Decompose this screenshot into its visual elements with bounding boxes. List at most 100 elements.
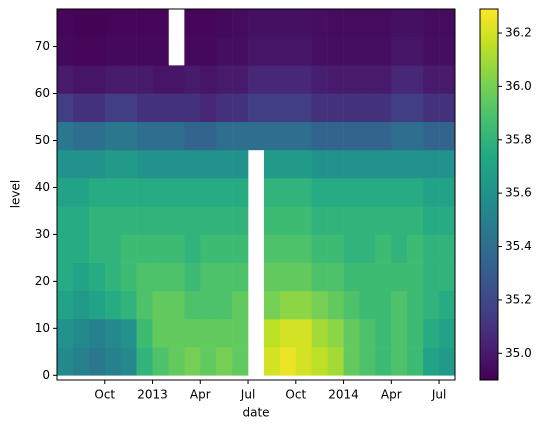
colorbar-tick-label: 35.4 [505,239,532,253]
cell [200,347,217,376]
cell [279,37,297,66]
cell [279,121,297,151]
colorbar-tick-label: 35.8 [505,132,532,146]
cell [104,37,121,66]
cell [232,290,249,320]
cell [136,9,153,38]
cell [263,206,281,235]
cell [216,318,233,348]
cell [72,262,90,292]
cell [72,206,90,235]
cell [200,37,217,66]
cell [216,93,233,123]
cell [423,149,440,179]
cell [407,93,424,123]
cell [200,234,217,263]
cell [72,121,90,151]
cell [57,262,74,292]
cell [152,206,169,235]
cell [200,149,217,179]
cell [184,178,201,207]
cell [391,9,408,38]
cell [263,121,281,151]
x-tick-label: Jul [431,388,446,402]
cell [88,206,106,235]
cell [279,9,297,38]
cell [168,290,185,320]
cell [184,9,201,38]
colorbar-tick-label: 35.0 [505,346,532,360]
x-tick-label: Oct [94,388,115,402]
cell [200,9,217,38]
cell [104,318,121,348]
cell [216,262,233,292]
cell [423,65,440,94]
cell [168,234,185,263]
cell [216,37,233,66]
cell [72,347,90,376]
cell [136,65,153,94]
cell [57,347,74,376]
cell [136,178,153,207]
cell [311,347,328,376]
cell [88,318,106,348]
cell [168,206,185,235]
y-tick-label: 30 [35,227,50,241]
cell [168,65,185,94]
cell [57,37,74,66]
cell [72,234,90,263]
cell [120,347,137,376]
cell [120,206,137,235]
cell [104,206,121,235]
cell [200,93,217,123]
cell [263,234,281,263]
cell [263,37,281,66]
cell [295,234,313,263]
cell [184,347,201,376]
cell [279,234,297,263]
cell [88,93,106,123]
cell [104,9,121,38]
cell [295,318,313,348]
cell [311,206,328,235]
cell [343,149,360,179]
cell [200,290,217,320]
cell [184,93,201,123]
cell [184,149,201,179]
cell [279,290,297,320]
y-tick-label: 70 [35,39,50,53]
cell [439,290,455,320]
cell [407,206,424,235]
cell [375,37,392,66]
cell [311,290,328,320]
cell [327,206,344,235]
cell [359,178,376,207]
cell [359,234,376,263]
cell [359,121,376,151]
cell [311,93,328,123]
cell [184,206,201,235]
cell [375,149,392,179]
cell [327,178,344,207]
cell [343,262,360,292]
cell [152,290,169,320]
cell [327,290,344,320]
cell [423,234,440,263]
cell [104,178,121,207]
cell [136,347,153,376]
y-axis-label: level [9,180,23,209]
cell [407,65,424,94]
cell [407,149,424,179]
cell [232,9,249,38]
cell [136,318,153,348]
cell [343,318,360,348]
x-tick-label: Apr [381,388,402,402]
cell [72,149,90,179]
cell [184,290,201,320]
cell [295,37,313,66]
cell [407,121,424,151]
cell [391,149,408,179]
cell [391,37,408,66]
cell [184,121,201,151]
cell [343,234,360,263]
